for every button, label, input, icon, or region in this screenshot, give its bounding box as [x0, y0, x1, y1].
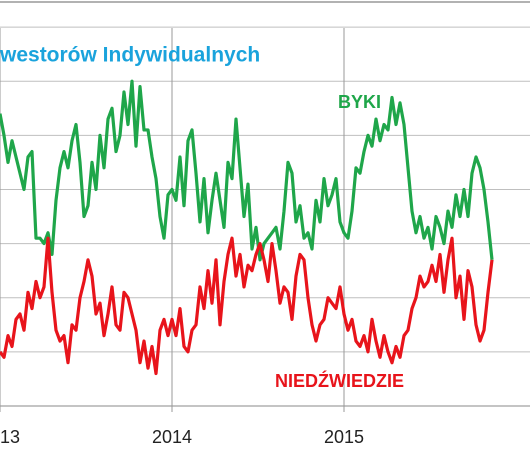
series-line [0, 79, 494, 262]
x-tick-label: 2015 [324, 427, 364, 447]
series-label: BYKI [338, 92, 381, 112]
chart-title: westorów Indywidualnych [0, 44, 260, 67]
series-line [0, 236, 494, 376]
x-tick-label: 2014 [152, 427, 192, 447]
x-tick-label: 13 [0, 427, 20, 447]
series-label: NIEDŹWIEDZIE [275, 370, 404, 391]
